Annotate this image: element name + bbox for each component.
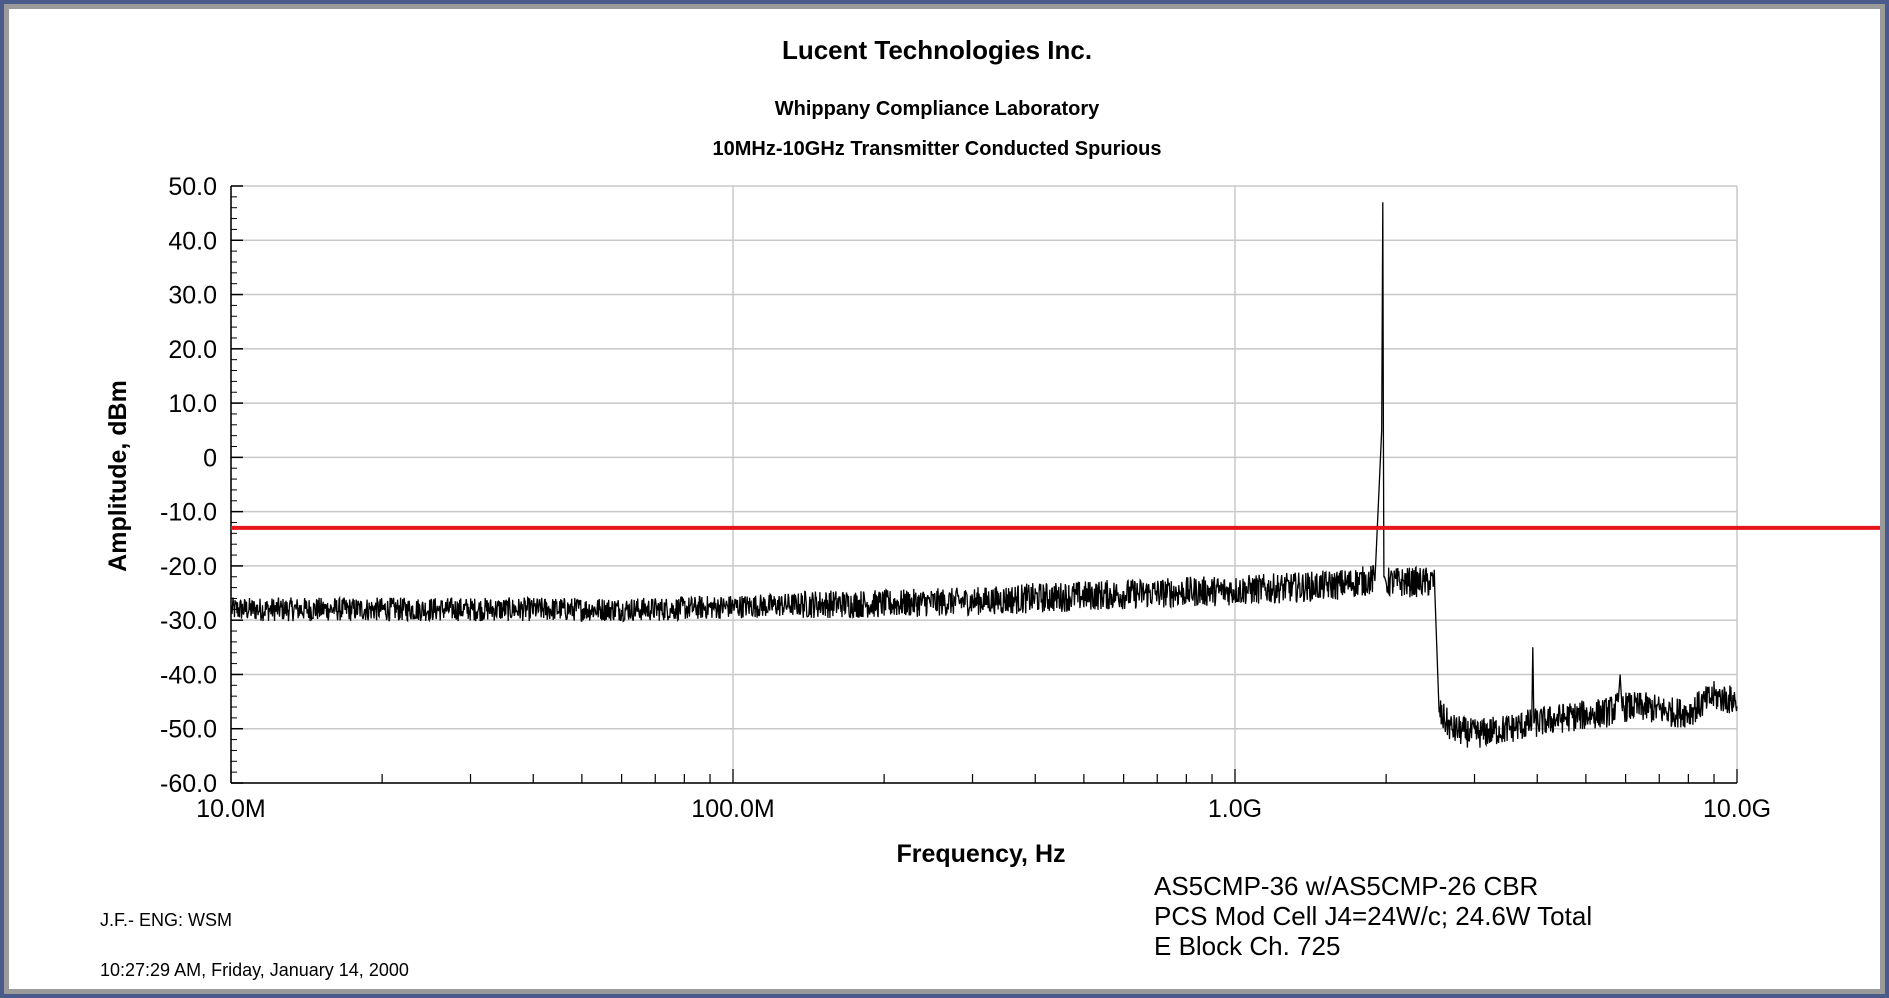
tick-labels: 50.0 40.0 30.0 20.0 10.0 0 -10.0 -20.0 -30.0 -40.…	[160, 173, 1771, 823]
y-tick-label: 20.0	[168, 336, 217, 364]
y-tick-label: -30.0	[160, 607, 217, 635]
footer-engineer: J.F.- ENG: WSM	[100, 910, 232, 930]
x-tick-label: 100.0M	[691, 795, 774, 823]
y-tick-label: 10.0	[168, 390, 217, 418]
footer-note-2: PCS Mod Cell J4=24W/c; 24.6W Total	[1154, 901, 1592, 931]
header-test: 10MHz-10GHz Transmitter Conducted Spurio…	[713, 138, 1162, 160]
x-tick-label: 10.0G	[1703, 795, 1771, 823]
trace-line	[230, 202, 1738, 748]
footer-note-3: E Block Ch. 725	[1154, 931, 1340, 961]
y-tick-label: 30.0	[168, 282, 217, 310]
x-axis-label: Frequency, Hz	[896, 840, 1065, 868]
y-tick-label: -50.0	[160, 716, 217, 744]
paper-background	[9, 9, 1880, 989]
y-tick-label: -40.0	[160, 661, 217, 689]
axes	[230, 185, 1738, 784]
spectrum-trace	[230, 202, 1738, 748]
x-tick-label: 1.0G	[1208, 795, 1262, 823]
footer-timestamp: 10:27:29 AM, Friday, January 14, 2000	[100, 960, 409, 980]
y-tick-label: 0	[203, 444, 217, 472]
x-tick-label: 10.0M	[196, 795, 265, 823]
grid	[230, 185, 1738, 784]
y-tick-label: -20.0	[160, 553, 217, 581]
y-tick-label: -60.0	[160, 770, 217, 798]
footer-note-1: AS5CMP-36 w/AS5CMP-26 CBR	[1154, 871, 1538, 901]
y-axis-label: Amplitude, dBm	[104, 380, 132, 572]
header-company: Lucent Technologies Inc.	[782, 35, 1092, 65]
y-tick-label: 50.0	[168, 173, 217, 201]
y-tick-label: 40.0	[168, 227, 217, 255]
header-lab: Whippany Compliance Laboratory	[775, 98, 1100, 120]
y-tick-label: -10.0	[160, 499, 217, 527]
